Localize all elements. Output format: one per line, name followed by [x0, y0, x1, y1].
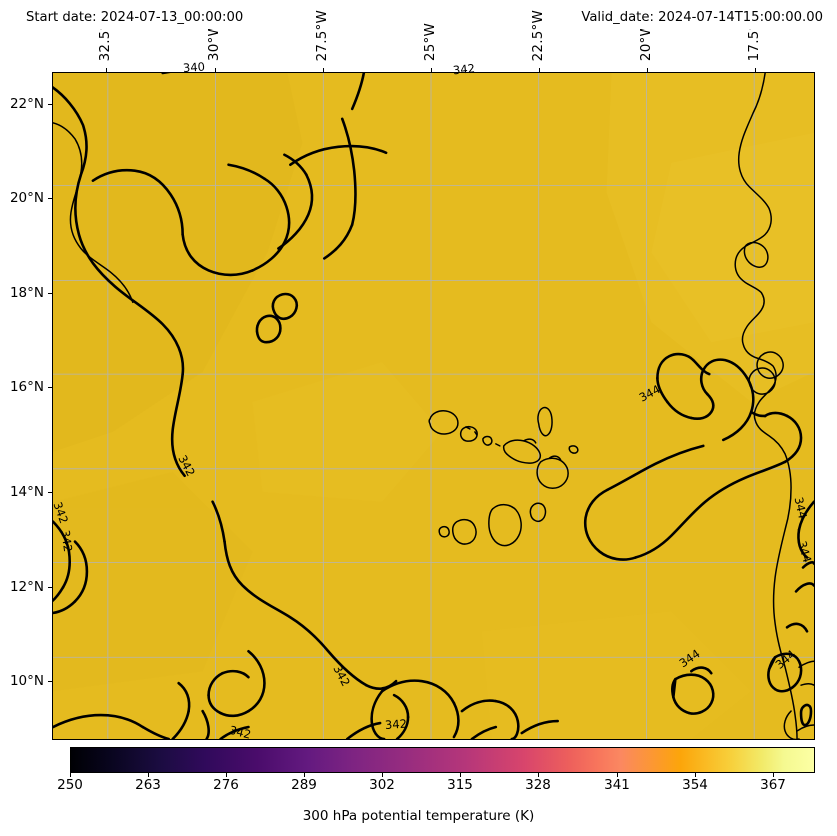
colorbar-tickmark — [695, 773, 697, 777]
y-tick-label-5: 12°N — [9, 579, 44, 595]
y-tick-label-2: 18°N — [9, 285, 44, 301]
y-tickmark — [48, 587, 52, 589]
colorbar-tickmark — [460, 773, 462, 777]
y-tickmark — [48, 293, 52, 295]
colorbar-tick-label-2: 276 — [213, 777, 239, 793]
colorbar-tickmark — [70, 773, 72, 777]
colorbar-tick-label-1: 263 — [135, 777, 161, 793]
colorbar-tick-label-3: 289 — [291, 777, 317, 793]
colorbar[interactable] — [70, 747, 815, 773]
x-tick-label-2: 27.5°W — [314, 9, 330, 61]
x-tickmark — [106, 68, 108, 72]
start-date-annotation: Start date: 2024-07-13_00:00:00 — [20, 8, 250, 30]
colorbar-tick-label-9: 367 — [760, 777, 786, 793]
colorbar-tickmark — [226, 773, 228, 777]
y-tickmark — [48, 681, 52, 683]
colorbar-tickmark — [304, 773, 306, 777]
contour-label: 344 — [791, 495, 810, 521]
coastlines — [53, 73, 814, 739]
colorbar-tick-label-0: 250 — [57, 777, 83, 793]
colorbar-tickmark — [382, 773, 384, 777]
y-tickmark — [48, 104, 52, 106]
x-tickmark — [323, 68, 325, 72]
x-tick-label-3: 25°W — [422, 22, 438, 61]
y-tick-label-4: 14°N — [9, 484, 44, 500]
x-tick-label-4: 22.5°W — [530, 9, 546, 61]
x-tickmark — [539, 68, 541, 72]
colorbar-title: 300 hPa potential temperature (K) — [302, 808, 535, 824]
y-tickmark — [48, 387, 52, 389]
y-tickmark — [48, 198, 52, 200]
contour-label: 340 — [182, 59, 206, 76]
contour-label: 342 — [384, 716, 408, 733]
colorbar-tickmark — [617, 773, 619, 777]
x-tickmark — [647, 68, 649, 72]
map-overlay-svg — [53, 73, 814, 739]
colorbar-tickmark — [538, 773, 540, 777]
y-tick-label-6: 10°N — [9, 673, 44, 689]
x-tickmark — [431, 68, 433, 72]
field-shading-patches — [53, 73, 814, 739]
contour-lines — [53, 73, 814, 739]
colorbar-tick-label-6: 328 — [525, 777, 551, 793]
colorbar-tickmark — [773, 773, 775, 777]
colorbar-tick-label-7: 341 — [604, 777, 630, 793]
contour-label: 342 — [452, 61, 476, 78]
x-tickmark — [215, 68, 217, 72]
x-tickmark — [755, 68, 757, 72]
contour-label: 342 — [58, 529, 76, 553]
y-tick-label-1: 20°N — [9, 190, 44, 206]
y-tick-label-3: 16°N — [9, 379, 44, 395]
colorbar-tick-label-8: 354 — [682, 777, 708, 793]
colorbar-tickmark — [148, 773, 150, 777]
y-tickmark — [48, 492, 52, 494]
colorbar-tick-label-5: 315 — [447, 777, 473, 793]
colorbar-tick-label-4: 302 — [369, 777, 395, 793]
y-tick-label-0: 22°N — [9, 96, 44, 112]
map-gridlines — [53, 73, 814, 739]
valid-date-annotation: Valid_date: 2024-07-14T15:00:00.00 — [575, 8, 829, 30]
map-plot-area[interactable] — [52, 72, 815, 740]
